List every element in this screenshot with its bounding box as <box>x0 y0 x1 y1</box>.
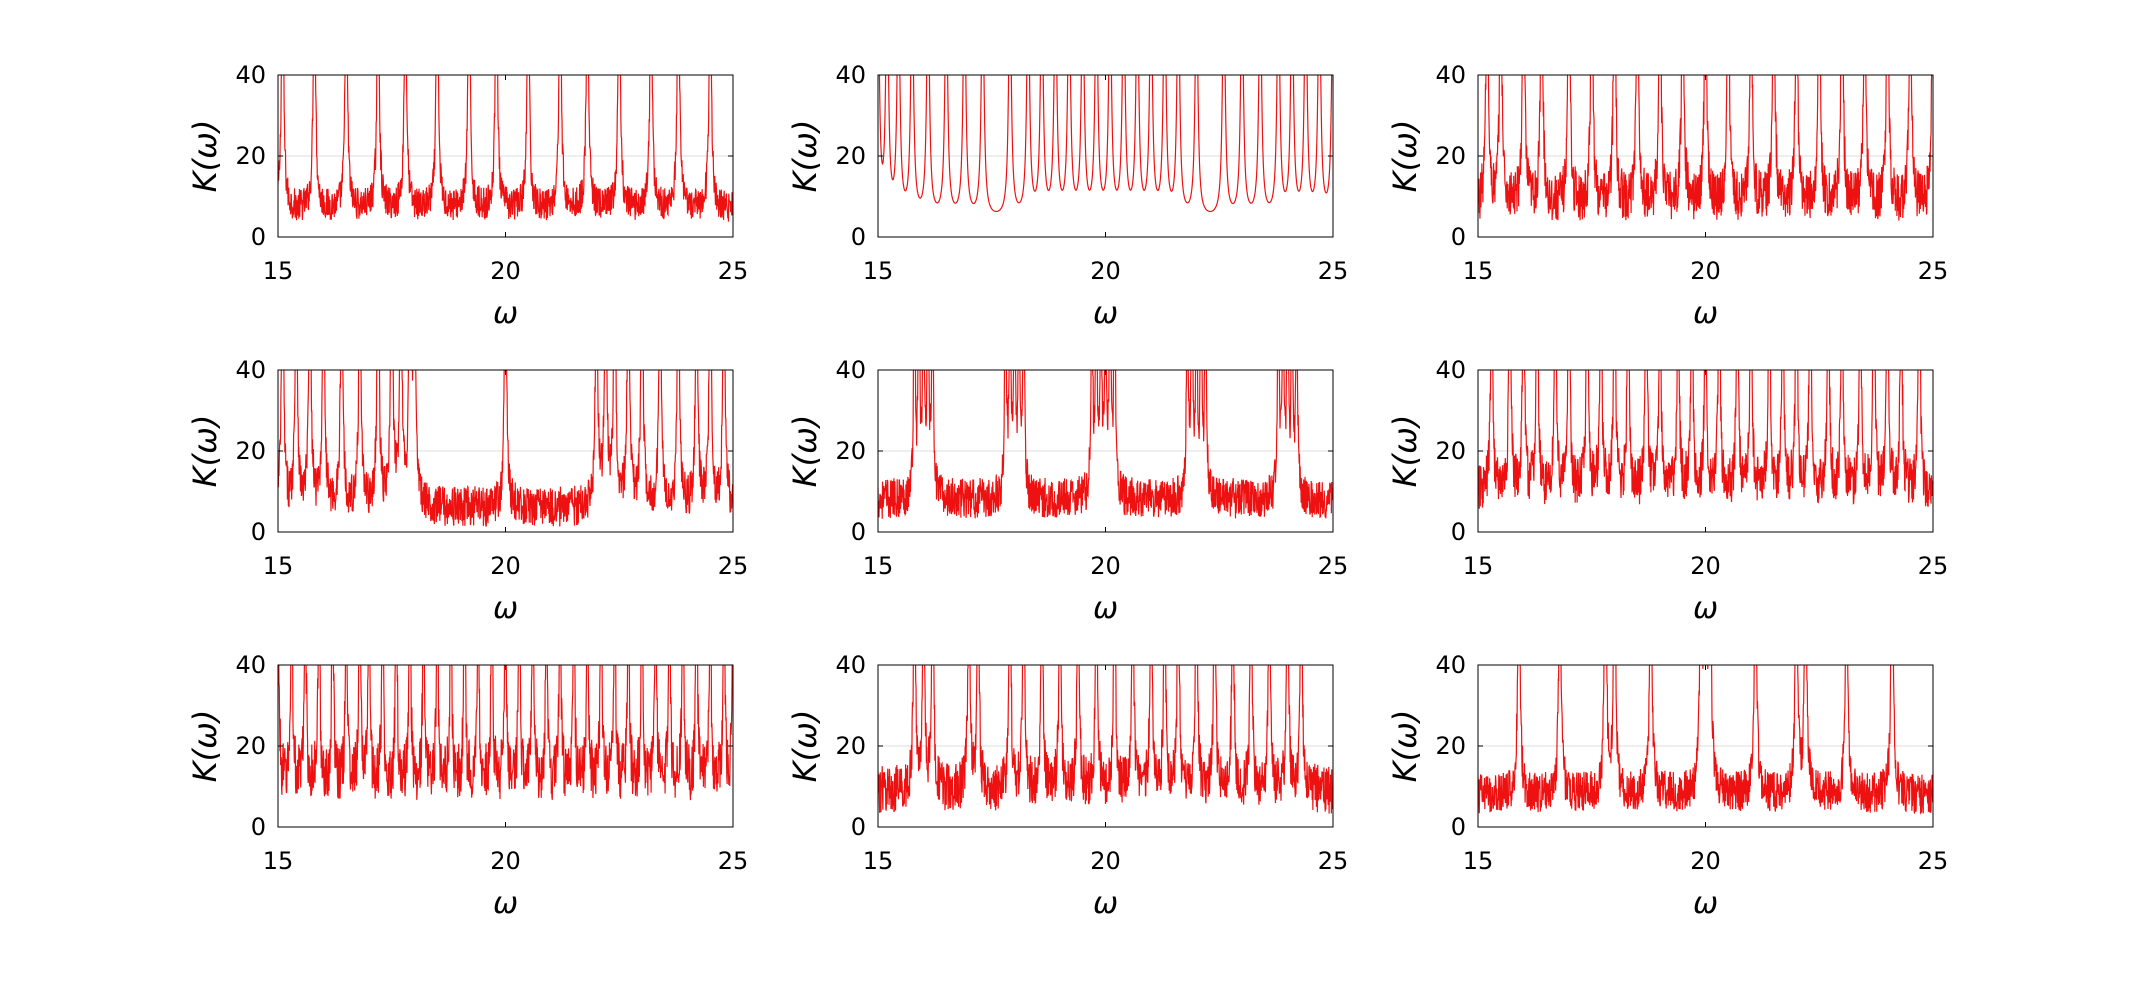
y-tick-label: 20 <box>835 732 866 760</box>
subplot-r3-c3: 15 20 25 0 20 40 ω K(ω) <box>1386 651 1949 921</box>
y-tick-label: 0 <box>1451 518 1466 546</box>
y-axis-label: K(ω) <box>186 120 224 193</box>
x-tick-label: 20 <box>490 847 521 875</box>
series-line-K <box>1478 665 1933 815</box>
y-tick-label: 0 <box>1451 223 1466 251</box>
x-tick-label: 25 <box>1918 552 1949 580</box>
y-tick-label: 0 <box>851 813 866 841</box>
y-tick-label: 40 <box>835 61 866 89</box>
y-tick-label: 40 <box>1435 61 1466 89</box>
subplot-r3-c1: 15 20 25 0 20 40 ω K(ω) <box>186 651 749 921</box>
subplot-r3-c2: 15 20 25 0 20 40 ω K(ω) <box>786 651 1349 921</box>
y-tick-label: 40 <box>1435 651 1466 679</box>
y-tick-label: 40 <box>235 61 266 89</box>
x-tick-label: 15 <box>263 552 294 580</box>
x-axis-label: ω <box>1693 296 1718 331</box>
y-tick-label: 20 <box>235 437 266 465</box>
x-tick-label: 20 <box>1690 257 1721 285</box>
x-axis-label: ω <box>493 296 518 331</box>
series-line-K <box>878 75 1333 213</box>
x-tick-label: 20 <box>1090 257 1121 285</box>
x-tick-label: 25 <box>1318 552 1349 580</box>
y-tick-label: 40 <box>835 651 866 679</box>
y-tick-label: 20 <box>835 142 866 170</box>
y-tick-label: 0 <box>851 223 866 251</box>
x-tick-label: 20 <box>1690 847 1721 875</box>
subplot-r1-c3: 15 20 25 0 20 40 ω K(ω) <box>1386 61 1949 331</box>
y-axis-label: K(ω) <box>186 415 224 488</box>
x-tick-label: 15 <box>1463 552 1494 580</box>
x-tick-label: 25 <box>718 552 749 580</box>
x-tick-label: 25 <box>1918 847 1949 875</box>
x-tick-label: 15 <box>863 257 894 285</box>
series-line-K <box>278 75 733 222</box>
series-line-K <box>278 370 733 527</box>
subplot-r2-c3: 15 20 25 0 20 40 ω K(ω) <box>1386 356 1949 626</box>
subplot-r2-c1: 15 20 25 0 20 40 ω K(ω) <box>186 356 749 626</box>
y-tick-label: 0 <box>851 518 866 546</box>
x-tick-label: 20 <box>1090 847 1121 875</box>
x-axis-label: ω <box>1693 591 1718 626</box>
x-tick-label: 15 <box>263 257 294 285</box>
series-line-K <box>878 665 1333 814</box>
series-line-K <box>1478 370 1933 509</box>
x-tick-label: 20 <box>490 257 521 285</box>
y-tick-label: 40 <box>1435 356 1466 384</box>
x-axis-label: ω <box>1093 591 1118 626</box>
series-line-K <box>278 665 733 801</box>
x-tick-label: 20 <box>490 552 521 580</box>
x-axis-label: ω <box>1093 296 1118 331</box>
y-axis-label: K(ω) <box>786 415 824 488</box>
y-tick-label: 20 <box>235 732 266 760</box>
x-tick-label: 15 <box>863 847 894 875</box>
y-tick-label: 0 <box>1451 813 1466 841</box>
x-tick-label: 25 <box>1318 847 1349 875</box>
subplot-r1-c1: 15 20 25 0 20 40 ω K(ω) <box>186 61 749 331</box>
x-tick-label: 15 <box>1463 847 1494 875</box>
y-tick-label: 20 <box>235 142 266 170</box>
x-tick-label: 15 <box>263 847 294 875</box>
subplot-r2-c2: 15 20 25 0 20 40 ω K(ω) <box>786 356 1349 626</box>
series-line-K <box>878 370 1333 519</box>
y-axis-label: K(ω) <box>786 710 824 783</box>
x-tick-label: 20 <box>1690 552 1721 580</box>
y-tick-label: 0 <box>251 813 266 841</box>
y-axis-label: K(ω) <box>1386 120 1424 193</box>
y-axis-label: K(ω) <box>1386 710 1424 783</box>
x-tick-label: 15 <box>863 552 894 580</box>
x-tick-label: 25 <box>718 847 749 875</box>
y-tick-label: 0 <box>251 518 266 546</box>
y-axis-label: K(ω) <box>1386 415 1424 488</box>
y-tick-label: 0 <box>251 223 266 251</box>
x-tick-label: 15 <box>1463 257 1494 285</box>
x-axis-label: ω <box>493 591 518 626</box>
subplot-grid: 15 20 25 0 20 40 ω K(ω) 15 20 25 0 20 40 ω K(ω) 15 20 25 0 2… <box>186 61 1949 921</box>
x-tick-label: 25 <box>718 257 749 285</box>
y-tick-label: 40 <box>835 356 866 384</box>
x-axis-label: ω <box>1093 886 1118 921</box>
y-tick-label: 20 <box>1435 437 1466 465</box>
y-tick-label: 40 <box>235 651 266 679</box>
x-tick-label: 25 <box>1318 257 1349 285</box>
y-axis-label: K(ω) <box>786 120 824 193</box>
y-axis-label: K(ω) <box>186 710 224 783</box>
x-axis-label: ω <box>493 886 518 921</box>
series-line-K <box>1478 75 1933 221</box>
y-tick-label: 40 <box>235 356 266 384</box>
x-axis-label: ω <box>1693 886 1718 921</box>
x-tick-label: 20 <box>1090 552 1121 580</box>
subplot-r1-c2: 15 20 25 0 20 40 ω K(ω) <box>786 61 1349 331</box>
y-tick-label: 20 <box>1435 732 1466 760</box>
x-tick-label: 25 <box>1918 257 1949 285</box>
y-tick-label: 20 <box>835 437 866 465</box>
y-tick-label: 20 <box>1435 142 1466 170</box>
